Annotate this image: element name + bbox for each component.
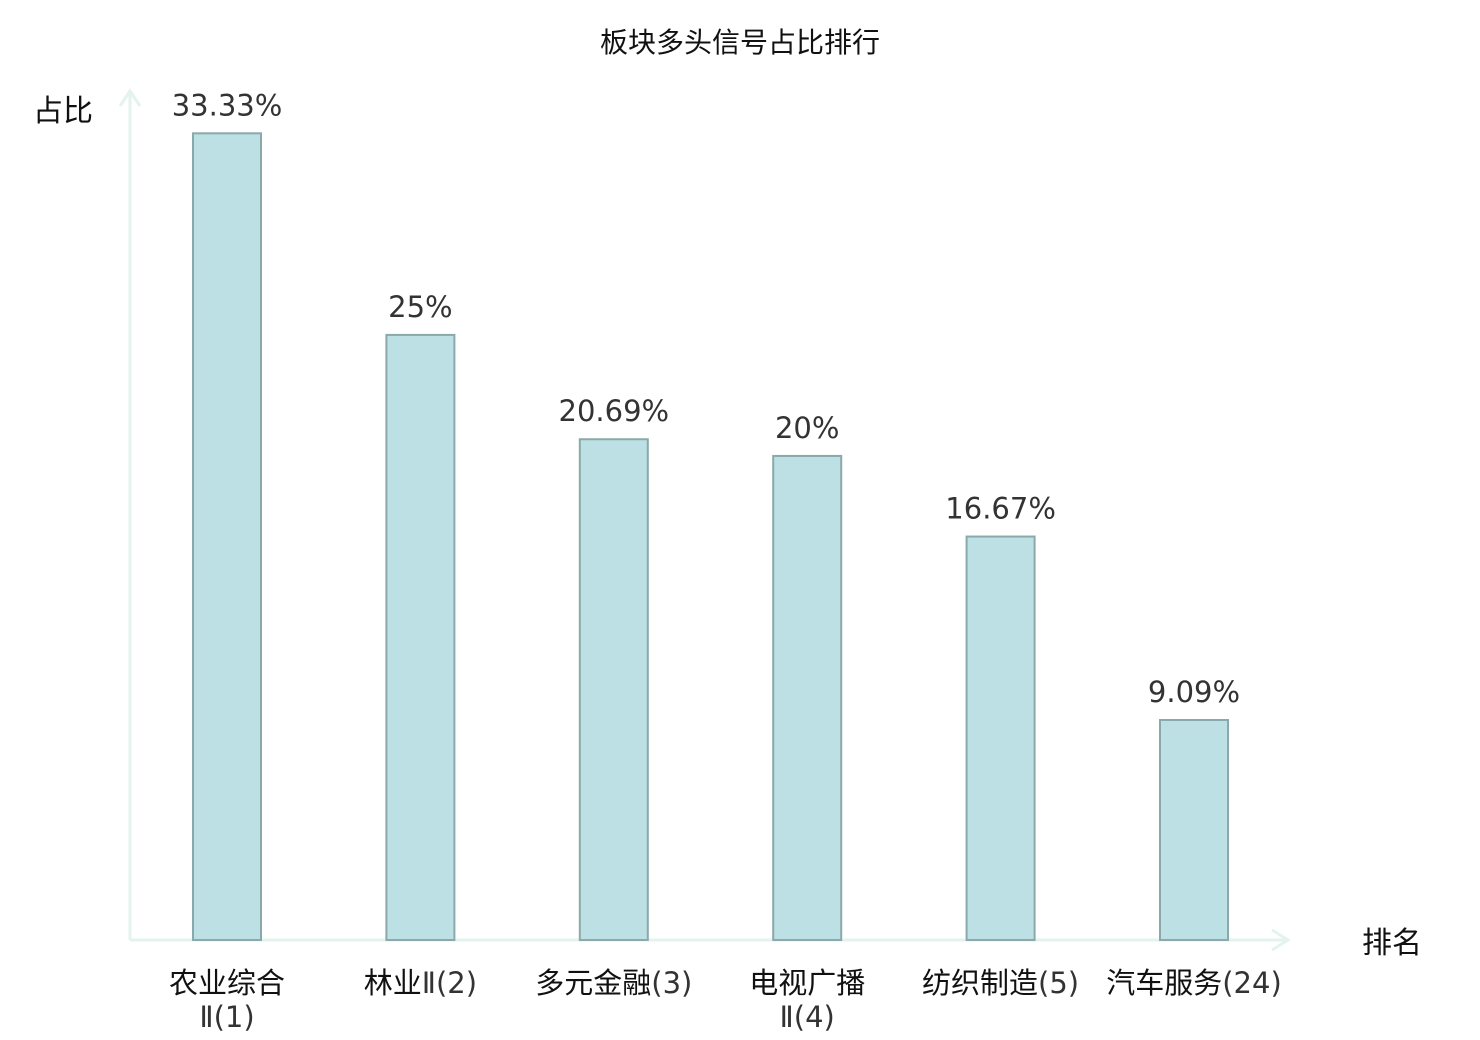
x-tick-name: 纺织制造 [922, 966, 1038, 1000]
data-label-6: 9.09% [1148, 675, 1240, 709]
data-label-5: 16.67% [945, 492, 1056, 526]
data-label-3: 20.69% [559, 394, 670, 428]
x-tick-rank: Ⅱ(2) [422, 966, 477, 1000]
x-tick-rank: Ⅱ(4) [780, 1000, 835, 1034]
x-axis-arrow-icon [1271, 928, 1291, 952]
data-label-1: 33.33% [172, 88, 283, 122]
bar-6 [1159, 718, 1229, 942]
x-tick-label-1-line-2: Ⅱ(1) [199, 1000, 254, 1034]
x-axis [130, 928, 1291, 952]
y-axis-label: 占比 [33, 94, 93, 129]
x-tick-label-4-line-2: Ⅱ(4) [780, 1000, 835, 1034]
x-tick-label-4-line-1: 电视广播 [749, 966, 865, 1000]
bar-1 [192, 132, 262, 942]
bar-3 [578, 438, 649, 941]
x-tick-rank: (3) [651, 966, 692, 1000]
y-axis [118, 88, 142, 940]
x-tick-name: 林业 [364, 966, 422, 1000]
x-axis-label: 排名 [1362, 926, 1422, 961]
bar-5 [965, 535, 1036, 941]
x-tick-name: 多元金融 [535, 966, 651, 1000]
chart-title: 板块多头信号占比排行 [600, 26, 880, 59]
value-labels: 33.33% 25% 20.69% 20% 16.67% 9.09% [172, 88, 1240, 709]
data-label-2: 25% [388, 290, 452, 324]
bar-4 [772, 454, 843, 941]
x-tick-rank: (5) [1038, 966, 1079, 1000]
x-tick-name: 汽车服务 [1106, 966, 1222, 1000]
data-label-4: 20% [775, 411, 839, 445]
y-axis-arrow-icon [118, 88, 142, 107]
x-tick-rank: (24) [1222, 966, 1282, 1000]
x-tick-label-3-line-1: 多元金融(3) [535, 966, 692, 1000]
x-tick-label-2-line-1: 林业Ⅱ(2) [364, 966, 477, 1000]
bars [192, 132, 1229, 942]
x-tick-rank: Ⅱ(1) [199, 1000, 254, 1034]
x-tick-label-5-line-1: 纺织制造(5) [922, 966, 1079, 1000]
x-tick-name: 电视广播 [749, 966, 865, 1000]
x-tick-label-6-line-1: 汽车服务(24) [1106, 966, 1282, 1000]
x-tick-label-1-line-1: 农业综合 [169, 966, 285, 1000]
x-tick-name: 农业综合 [169, 966, 285, 1000]
bar-2 [385, 333, 456, 941]
